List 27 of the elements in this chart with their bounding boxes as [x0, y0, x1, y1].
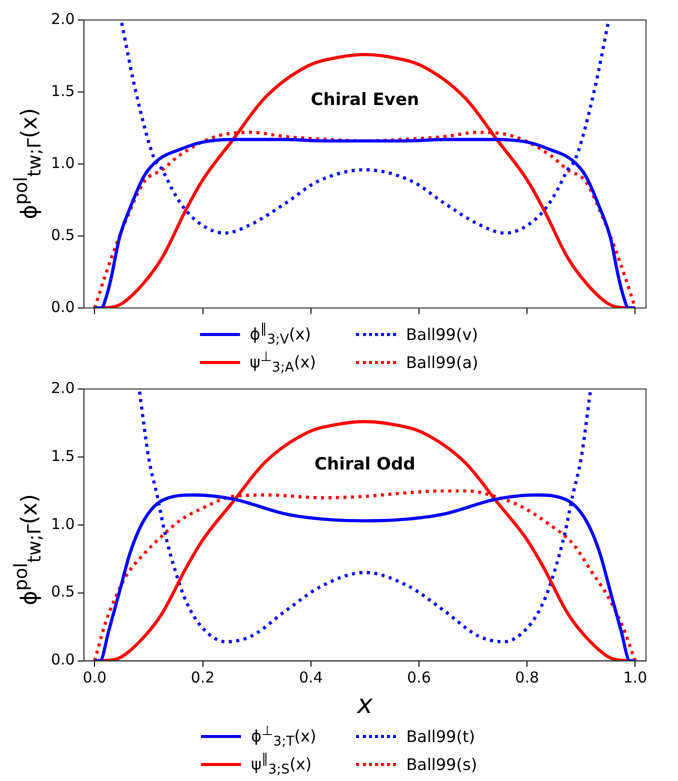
legend-label: ψ$^{∥}$$_{3;S}$(x): [250, 752, 312, 778]
annotation: Chiral Even: [310, 90, 420, 110]
legend-label: Ball99(a): [406, 352, 478, 372]
y-tick-label: 1.5: [50, 446, 75, 465]
legend-label: Ball99(t): [406, 727, 475, 746]
legend-label: ϕ$^{⊥}$$_{3;T}$(x): [250, 724, 316, 750]
legend-label: Ball99(v): [406, 325, 478, 344]
x-tick-label: 0.2: [190, 668, 215, 687]
legend-label: ϕ$^{∥}$$_{3;V}$(x): [250, 322, 311, 348]
y-tick-label: 2.0: [50, 10, 75, 28]
x-tick-label: 0.4: [298, 668, 323, 687]
y-tick-label: 1.0: [50, 154, 75, 172]
y-tick-label: 1.5: [50, 82, 75, 100]
y-tick-label: 0.0: [50, 298, 75, 316]
annotation: Chiral Odd: [314, 454, 416, 475]
y-tick-label: 0.5: [50, 226, 75, 244]
x-tick-label: 1.0: [623, 668, 648, 687]
legend-label: ψ$^{⊥}$$_{3;A}$(x): [250, 350, 316, 376]
x-tick-label: 0.8: [515, 668, 540, 687]
y-tick-label: 1.0: [50, 514, 75, 533]
x-axis-title: x: [356, 690, 374, 720]
x-tick-label: 0.6: [407, 668, 431, 687]
y-tick-label: 2.0: [50, 378, 75, 397]
legend-label: Ball99(s): [406, 754, 478, 774]
y-tick-label: 0.5: [50, 582, 75, 601]
y-tick-label: 0.0: [50, 650, 75, 669]
x-tick-label: 0.0: [82, 668, 107, 687]
